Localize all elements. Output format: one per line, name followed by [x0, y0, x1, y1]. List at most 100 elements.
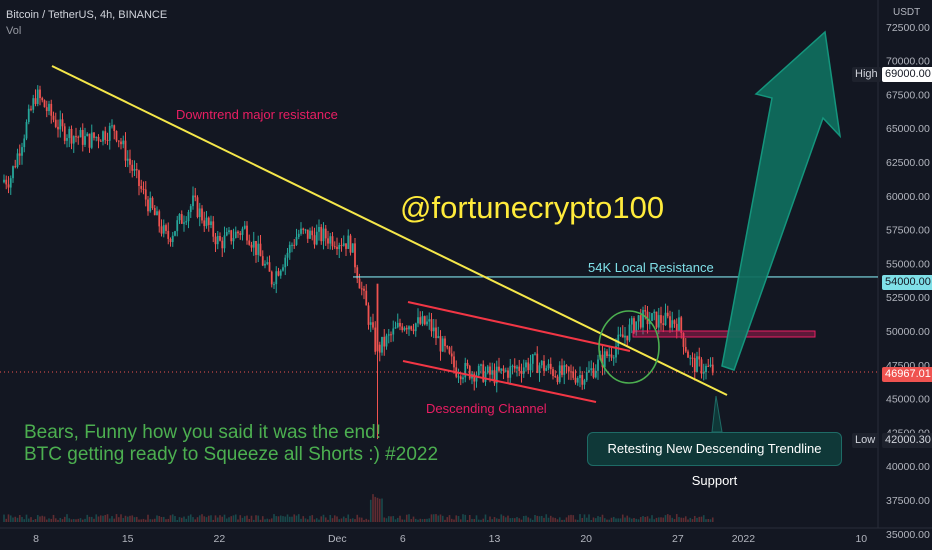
volume-bar	[453, 519, 455, 522]
volume-bar	[50, 518, 53, 522]
candle-body	[680, 317, 683, 333]
volume-bar	[194, 519, 197, 522]
volume-bar	[327, 519, 329, 522]
candle-body	[295, 237, 298, 245]
volume-bar	[660, 517, 662, 522]
volume-bar	[536, 515, 539, 522]
candle-body	[158, 211, 161, 227]
volume-bar	[601, 514, 604, 522]
volume-bar	[617, 518, 620, 522]
volume-bar	[288, 516, 291, 522]
candle-body	[225, 232, 228, 236]
candle-body	[374, 327, 377, 352]
volume-bar	[219, 515, 221, 522]
candle-body	[410, 326, 413, 330]
volume-bar	[286, 514, 289, 522]
volume-bar	[619, 518, 622, 522]
volume-bar	[565, 517, 568, 522]
volume-bar	[401, 519, 404, 522]
candle-body	[624, 335, 626, 338]
candle-body	[603, 351, 606, 368]
candle-body	[313, 235, 316, 245]
volume-bar	[313, 519, 316, 522]
volume-bar	[644, 516, 647, 522]
candle-body	[477, 365, 480, 376]
candle-body	[273, 284, 275, 286]
candle-body	[655, 311, 658, 328]
volume-bar	[315, 518, 318, 522]
volume-bar	[3, 514, 5, 522]
time-axis: 8 15 22 Dec 6 13 20 27 2022 10	[33, 533, 867, 545]
candle-body	[329, 236, 332, 244]
volume-bar	[165, 519, 167, 522]
volume-bar	[504, 517, 507, 522]
volume-bar	[221, 516, 224, 522]
candle-body	[32, 98, 35, 110]
volume-bar	[176, 519, 179, 522]
candle-body	[117, 140, 120, 142]
volume-bar	[133, 517, 136, 522]
candle-body	[223, 235, 226, 249]
volume-bar	[39, 516, 41, 522]
candle-body	[9, 178, 12, 188]
volume-bar	[302, 516, 305, 522]
volume-bar	[520, 519, 523, 522]
candle-body	[259, 243, 262, 257]
candle-body	[297, 233, 300, 238]
candle-body	[633, 318, 635, 333]
candle-body	[120, 141, 122, 145]
volume-bar	[372, 494, 374, 522]
candle-body	[59, 119, 62, 130]
candle-body	[529, 363, 532, 371]
candle-body	[351, 243, 354, 253]
volume-bar	[414, 518, 417, 522]
candle-body	[509, 366, 512, 378]
candle-body	[543, 360, 545, 371]
price-tick: 67500.00	[886, 89, 930, 101]
volume-bar	[610, 517, 613, 522]
volume-bar	[628, 517, 631, 522]
candle-body	[590, 368, 593, 371]
candle-body	[711, 364, 714, 373]
volume-bar	[507, 515, 509, 522]
candle-body	[482, 364, 485, 382]
candle-body	[583, 380, 586, 385]
volume-bar	[426, 518, 428, 522]
time-tick: 15	[122, 533, 134, 545]
volume-bar	[23, 519, 26, 522]
volume-bar	[365, 518, 368, 522]
volume-bar	[394, 519, 397, 522]
candle-body	[336, 246, 338, 250]
candle-body	[489, 366, 491, 375]
volume-bar	[336, 516, 338, 522]
volume-bar	[183, 516, 185, 522]
volume-bar	[684, 516, 687, 522]
volume-bar	[408, 514, 410, 522]
candle-body	[39, 89, 41, 99]
candle-body	[210, 221, 212, 226]
volume-bar	[441, 515, 444, 522]
candle-body	[657, 315, 660, 328]
candle-body	[68, 128, 71, 139]
high-price-badge: 69000.00	[882, 67, 932, 82]
volume-bar	[459, 519, 462, 522]
price-tick: 52500.00	[886, 292, 930, 304]
candle-body	[97, 136, 100, 141]
volume-bar	[531, 519, 534, 522]
volume-bar	[630, 518, 633, 522]
volume-bar	[450, 518, 453, 522]
volume-bar	[432, 514, 435, 522]
volume-bar	[444, 519, 446, 522]
volume-bar	[648, 518, 651, 522]
volume-bar	[30, 517, 32, 522]
candle-body	[228, 230, 230, 233]
volume-bar	[363, 519, 365, 522]
volume-bar	[88, 516, 91, 522]
volume-bar	[147, 514, 149, 522]
volume-bar	[135, 516, 138, 522]
candle-body	[437, 336, 440, 339]
price-tick: 55000.00	[886, 258, 930, 270]
volume-bar	[423, 518, 426, 522]
time-tick: 22	[214, 533, 226, 545]
